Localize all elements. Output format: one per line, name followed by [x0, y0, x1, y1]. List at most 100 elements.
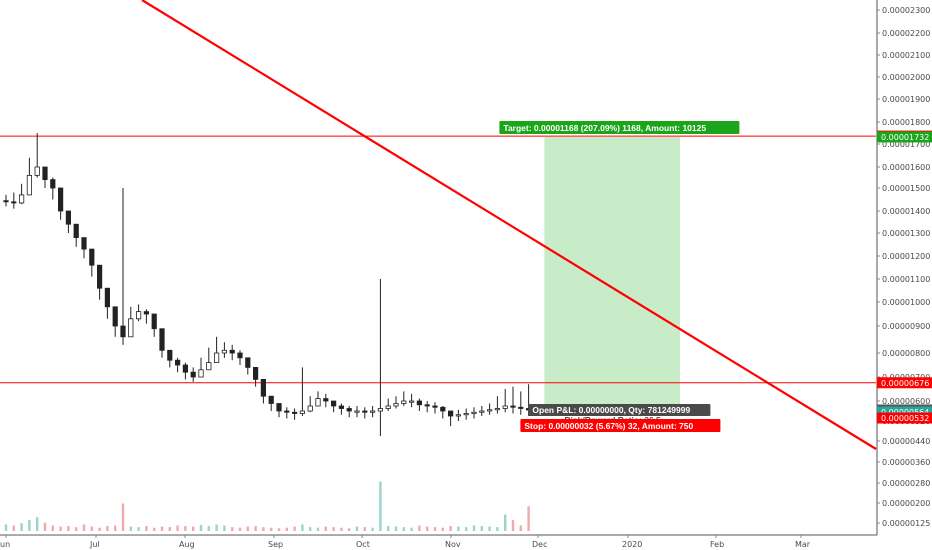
candle-body	[81, 237, 87, 250]
volume-bar	[67, 526, 70, 531]
volume-bar	[231, 527, 234, 531]
pnl-label-box[interactable]	[528, 404, 711, 416]
x-tick-label: Oct	[356, 540, 370, 549]
volume-bar	[309, 527, 312, 531]
volume-bar	[441, 527, 444, 531]
y-tick-label: 0.00001600	[882, 163, 930, 172]
candle-body	[440, 406, 446, 412]
volume-bar	[332, 527, 335, 531]
volume-bar	[20, 523, 23, 531]
candle-body	[143, 311, 149, 315]
volume-bar	[472, 525, 476, 531]
price-tag[interactable]	[877, 406, 932, 418]
volume-bar	[285, 527, 288, 531]
y-tick-label: 0.00001000	[882, 298, 930, 307]
candle-body	[252, 366, 259, 380]
price-tag[interactable]	[877, 131, 932, 143]
candle-body	[276, 403, 282, 412]
candle-body	[284, 410, 290, 413]
candle-body	[479, 410, 485, 413]
candle-body	[408, 400, 415, 403]
volume-bar	[145, 526, 148, 531]
y-tick-label: 0.00000125	[882, 519, 930, 528]
volume-bar	[262, 527, 265, 531]
x-tick-label: 2020	[622, 540, 642, 549]
y-tick-label: 0.00001300	[882, 229, 930, 238]
candle-body	[299, 410, 306, 414]
candle-body	[494, 408, 501, 411]
volume-bar	[496, 527, 499, 531]
candle-body	[315, 398, 321, 407]
candle-body	[432, 405, 438, 408]
candle-body	[42, 166, 48, 180]
volume-bar	[82, 524, 86, 531]
y-tick-label: 0.00000280	[882, 479, 930, 488]
volume-bar	[488, 526, 491, 531]
candle-body	[291, 411, 298, 414]
volume-bar	[12, 525, 15, 531]
volume-bar	[371, 527, 374, 531]
volume-bar	[199, 524, 203, 531]
y-tick-label: 0.00000800	[882, 349, 930, 358]
candle-body	[237, 352, 243, 359]
candle-body	[18, 194, 25, 204]
candle-body	[260, 378, 267, 397]
volume-bar	[106, 526, 109, 531]
volume-bar	[348, 528, 351, 531]
y-tick-label: 0.00001900	[882, 95, 930, 104]
volume-bar	[129, 526, 132, 531]
x-tick-label: Feb	[710, 540, 724, 549]
candle-body	[174, 359, 181, 366]
volume-bar	[433, 527, 437, 531]
candle-body	[401, 400, 407, 404]
candle-body	[338, 405, 345, 409]
candle-body	[58, 187, 64, 212]
volume-bar	[121, 503, 125, 531]
x-tick-label: Aug	[179, 540, 195, 549]
y-tick-label: 0.00000360	[882, 458, 930, 467]
candle-body	[159, 328, 165, 351]
candle-body	[447, 410, 454, 417]
trendline[interactable]	[141, 0, 877, 450]
y-tick-label: 0.00000440	[882, 437, 930, 446]
candle-body	[471, 411, 477, 414]
volume-bar	[519, 525, 522, 531]
volume-bar	[28, 520, 31, 531]
volume-bar	[301, 524, 304, 531]
x-tick-label: Dec	[532, 540, 547, 549]
x-tick-label: Nov	[445, 540, 461, 549]
target-label-box[interactable]	[499, 121, 740, 134]
stop-label-box[interactable]	[520, 419, 721, 432]
target-label-text: Target: 0.00001168 (207.09%) 1168, Amoun…	[503, 123, 706, 133]
volume-bar	[293, 526, 296, 531]
volume-bar	[410, 527, 413, 531]
candle-body	[190, 371, 196, 378]
price-tag[interactable]	[877, 412, 932, 424]
volume-bar	[426, 526, 429, 531]
y-tick-label: 0.00001100	[882, 275, 930, 284]
volume-bar	[4, 524, 8, 531]
y-tick-label: 0.00002100	[882, 51, 930, 60]
x-tick-label: Mar	[795, 540, 811, 549]
y-tick-label: 0.00002200	[882, 29, 930, 38]
candle-body	[377, 408, 384, 412]
target-zone[interactable]	[544, 136, 680, 410]
candle-body	[206, 362, 212, 371]
candle-body	[221, 349, 227, 354]
price-tag[interactable]	[877, 377, 932, 389]
candle-body	[463, 413, 469, 416]
candle-body	[229, 349, 235, 354]
volume-bar	[90, 526, 93, 531]
volume-bar	[363, 527, 366, 531]
candle-body	[346, 408, 352, 412]
y-tick-label: 0.00000900	[882, 322, 930, 331]
volume-bar	[168, 527, 171, 531]
volume-bar	[254, 526, 257, 531]
candle-body	[135, 311, 142, 320]
candle-body	[268, 395, 274, 404]
volume-bar	[98, 527, 101, 531]
volume-bar	[75, 527, 78, 531]
